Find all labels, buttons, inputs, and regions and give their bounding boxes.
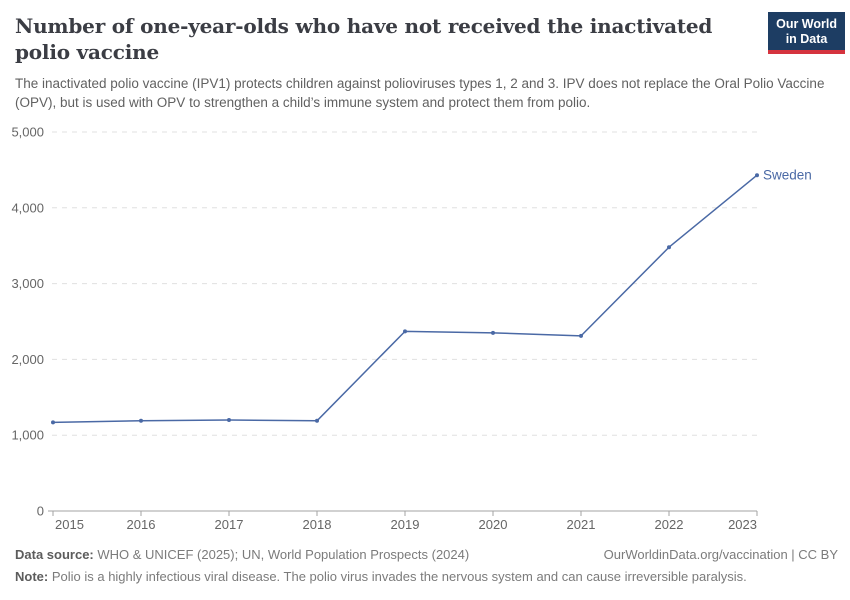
data-point <box>51 420 55 425</box>
footnote-value: Polio is a highly infectious viral disea… <box>48 569 747 584</box>
x-tick-label: 2022 <box>655 517 684 532</box>
chart-footer: Data source: WHO & UNICEF (2025); UN, Wo… <box>15 546 838 585</box>
x-tick-label: 2021 <box>567 517 596 532</box>
x-tick-label: 2015 <box>55 517 84 532</box>
chart-subtitle: The inactivated polio vaccine (IPV1) pro… <box>15 76 825 110</box>
footnote-label: Note: <box>15 569 49 584</box>
x-tick-label: 2017 <box>215 517 244 532</box>
footnote: Note: Polio is a highly infectious viral… <box>15 568 838 585</box>
data-source-label: Data source: <box>15 547 94 562</box>
x-tick-label: 2018 <box>303 517 332 532</box>
data-line <box>52 174 758 424</box>
data-point <box>227 418 231 423</box>
owid-cc-link[interactable]: OurWorldinData.org/vaccination | CC BY <box>603 547 838 562</box>
owid-logo-line1: Our World <box>776 17 837 31</box>
data-point <box>755 173 759 178</box>
data-source-text: Data source: WHO & UNICEF (2025); UN, Wo… <box>15 546 469 563</box>
y-tick-label: 2,000 <box>11 352 44 367</box>
y-tick-label: 3,000 <box>11 276 44 291</box>
data-point <box>403 329 407 334</box>
x-tick-label: 2016 <box>127 517 156 532</box>
y-tick-label: 4,000 <box>11 200 44 215</box>
x-tick-label: 2019 <box>391 517 420 532</box>
series-end-label[interactable]: Sweden <box>763 168 812 183</box>
data-point <box>491 330 495 335</box>
x-tick-label: 2020 <box>479 517 508 532</box>
data-point <box>579 333 583 338</box>
owid-logo-line2: in Data <box>785 32 828 46</box>
y-tick-label: 0 <box>37 504 44 519</box>
data-point <box>315 418 319 423</box>
page-title: Number of one-year-olds who have not rec… <box>15 14 713 64</box>
owid-logo[interactable]: Our World in Data <box>768 12 845 54</box>
y-tick-label: 5,000 <box>11 125 44 140</box>
data-source-value: WHO & UNICEF (2025); UN, World Populatio… <box>93 547 470 562</box>
y-tick-label: 1,000 <box>11 428 44 443</box>
data-point <box>139 418 143 423</box>
x-tick-label: 2023 <box>728 517 757 532</box>
data-point <box>667 245 671 250</box>
